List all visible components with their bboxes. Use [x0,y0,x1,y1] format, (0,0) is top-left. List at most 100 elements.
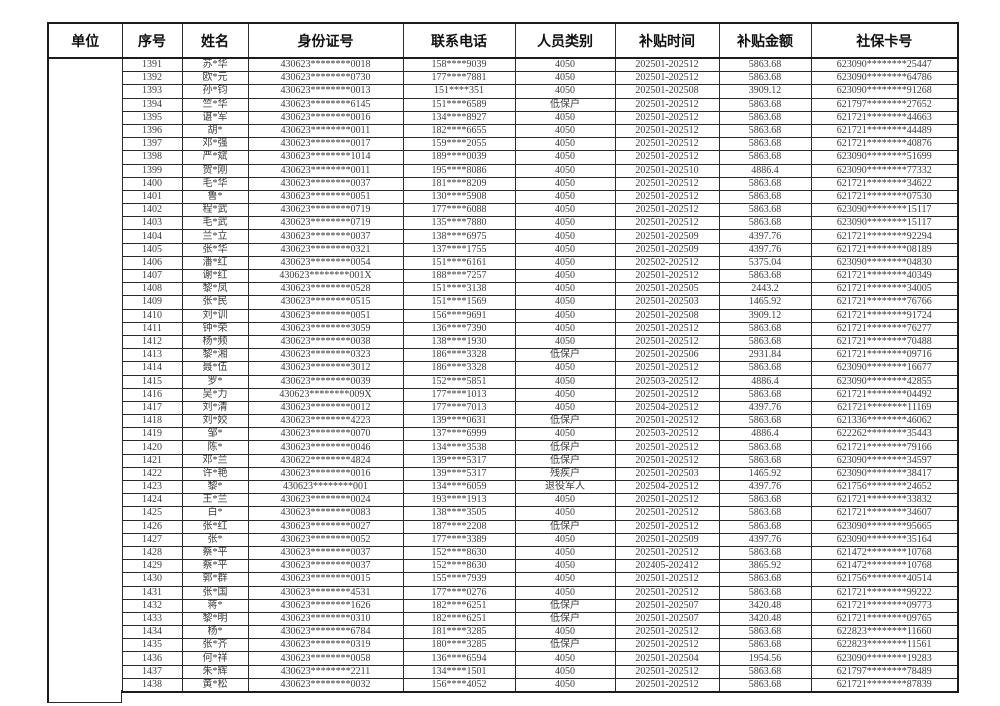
unit-column-extension [47,690,122,703]
cell-no: 1436 [121,651,183,666]
cell-no: 1394 [121,97,183,112]
cell-name: 吴*力 [181,387,249,402]
cell-name: 聂*伍 [181,361,249,376]
cell-phone: 159****2055 [402,137,516,152]
cell-id: 430623********6145 [247,97,404,112]
cell-category: 4050 [514,137,616,152]
cell-no: 1437 [121,664,183,679]
cell-category: 4050 [514,203,616,218]
cell-id: 430623********3059 [247,321,404,336]
cell-amount: 5863.68 [718,414,812,429]
cell-id: 430623********0515 [247,295,404,310]
col-header-serial: 序号 [121,22,183,59]
cell-no: 1438 [121,677,183,693]
cell-period: 202501-202512 [614,493,720,508]
table-row: 1409 张*民 430623********0515 151****1569 4050… [48,295,959,310]
cell-id: 430623********0719 [247,216,404,231]
table-row: 1406 潘*红 430623********0054 151****6161 4050… [48,255,959,271]
cell-phone: 177****7013 [402,400,516,416]
cell-period: 202501-202503 [614,295,720,310]
cell-name: 严*斌 [181,150,249,165]
cell-name: 杨* [181,625,249,640]
cell-name: 张*国 [181,585,249,600]
cell-id: 430623********0310 [247,611,404,627]
table-row: 1418 刘*姣 430623********4223 139****0631 低保户 2… [48,414,959,429]
cell-card: 621721********70488 [810,334,959,350]
cell-card: 622262********35443 [810,427,959,442]
cell-no: 1434 [121,625,183,640]
cell-amount: 5863.68 [718,453,812,468]
cell-name: 黄*松 [181,677,249,693]
cell-name: 张*民 [181,295,249,310]
cell-category: 4050 [514,572,616,587]
cell-phone: 177****3389 [402,532,516,547]
cell-id: 430623********0052 [247,532,404,547]
table-row: 1414 聂*伍 430623********3012 186****3328 4050… [48,361,959,376]
cell-no: 1408 [121,282,183,297]
cell-period: 202501-202507 [614,611,720,627]
col-header-category: 人员类别 [514,22,616,59]
cell-period: 202501-202506 [614,348,720,363]
cell-phone: 186****3328 [402,348,516,363]
cell-no: 1418 [121,414,183,429]
cell-period: 202501-202512 [614,150,720,165]
cell-no: 1396 [121,123,183,139]
cell-category: 4050 [514,84,616,99]
cell-name: 白* [181,506,249,521]
cell-period: 202501-202512 [614,216,720,231]
cell-category: 4050 [514,123,616,139]
cell-card: 621797********78489 [810,664,959,679]
table-row: 1436 何*祥 430623********0058 136****6594 4050… [48,651,959,666]
cell-no: 1423 [121,479,183,495]
cell-period: 202405-202412 [614,559,720,574]
cell-period: 202501-202508 [614,84,720,99]
cell-phone: 182****6655 [402,123,516,139]
table-row: 1420 陈* 430623********0046 134****3538 低保户 20… [48,440,959,455]
cell-category: 4050 [514,387,616,402]
col-header-id-number: 身份证号 [247,22,404,59]
cell-name: 蒋* [181,598,249,613]
cell-id: 430623********0051 [247,189,404,205]
table-row: 1408 黎*凤 430623********0528 151****3138 4050… [48,282,959,297]
table-row: 1404 兰*立 430623********0037 138****6975 4050… [48,229,959,244]
cell-phone: 151****6161 [402,255,516,271]
cell-id: 430623********4531 [247,585,404,600]
cell-period: 202501-202512 [614,625,720,640]
cell-no: 1395 [121,110,183,125]
cell-phone: 177****1013 [402,387,516,402]
cell-name: 罗* [181,374,249,389]
cell-category: 4050 [514,189,616,205]
cell-card: 621721********08189 [810,242,959,257]
cell-no: 1391 [121,57,183,73]
cell-card: 623090********51699 [810,150,959,165]
cell-amount: 1954.56 [718,651,812,666]
cell-name: 邓*强 [181,137,249,152]
cell-name: 刘*训 [181,308,249,323]
cell-no: 1422 [121,466,183,482]
cell-phone: 189****0039 [402,150,516,165]
cell-amount: 4397.76 [718,532,812,547]
cell-amount: 2931.84 [718,348,812,363]
cell-no: 1405 [121,242,183,257]
cell-phone: 138****3505 [402,506,516,521]
table-row: 1394 竺*华 430623********6145 151****6589 低保户 2… [48,97,959,112]
cell-amount: 5863.68 [718,71,812,86]
cell-category: 4050 [514,150,616,165]
cell-amount: 5863.68 [718,387,812,402]
cell-category: 4050 [514,216,616,231]
cell-amount: 5863.68 [718,189,812,205]
cell-amount: 5863.68 [718,268,812,284]
cell-phone: 155****7939 [402,572,516,587]
cell-category: 4050 [514,427,616,442]
cell-period: 202501-202510 [614,163,720,178]
table-row: 1397 邓*强 430623********0017 159****2055 4050… [48,137,959,152]
table-row: 1437 朱*辉 430623********2211 134****1501 4050… [48,664,959,679]
cell-card: 621721********09765 [810,611,959,627]
table-row: 1415 罗* 430623********0039 152****5851 4050 2… [48,374,959,389]
cell-category: 4050 [514,651,616,666]
cell-name: 鲁* [181,189,249,205]
cell-card: 623090********25447 [810,57,959,73]
cell-card: 621721********34622 [810,176,959,191]
cell-card: 621721********09716 [810,348,959,363]
